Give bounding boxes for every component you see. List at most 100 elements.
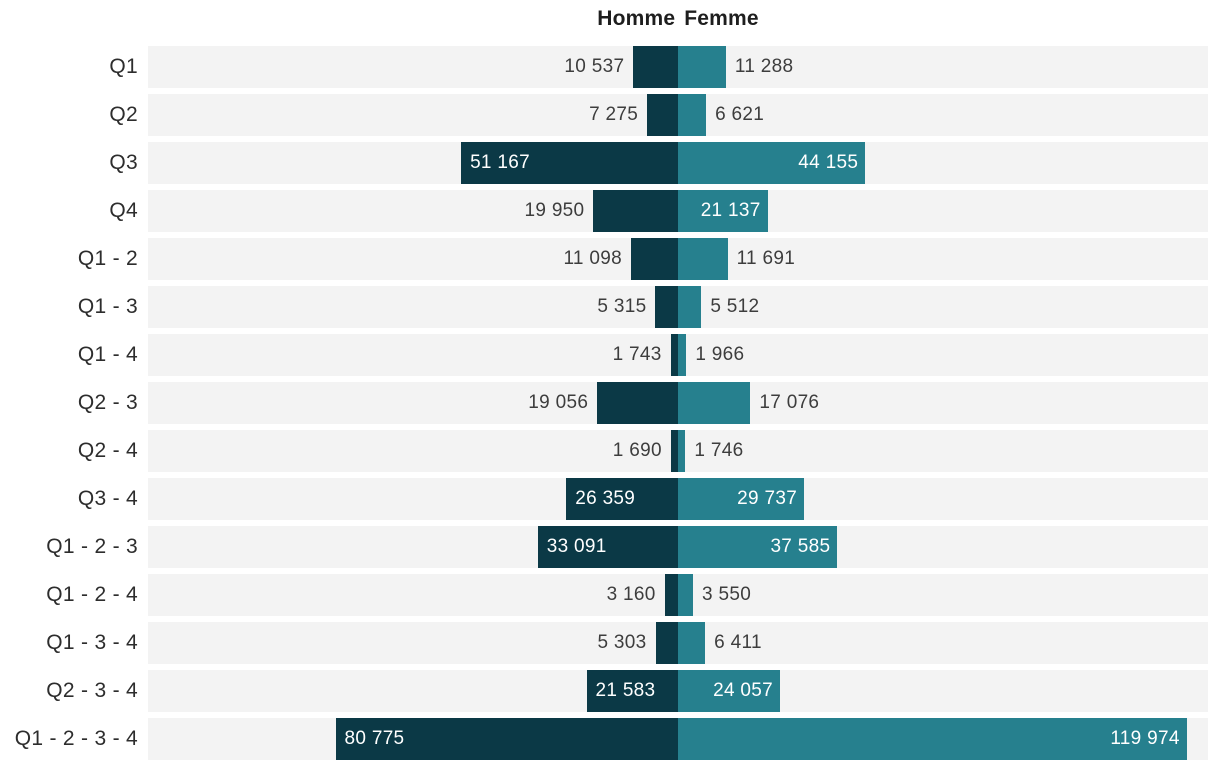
- homme-value-label: 21 583: [595, 680, 656, 701]
- chart-row: Q2 - 3 - 4 21 583 24 057: [0, 670, 1220, 712]
- femme-bar: 29 737: [678, 478, 805, 520]
- category-label: Q2 - 3: [77, 391, 138, 414]
- homme-half: 1 690: [148, 430, 678, 472]
- homme-bar: [593, 190, 678, 232]
- femme-half: 1 966: [678, 334, 1208, 376]
- chart-row: Q4 19 950 21 137: [0, 190, 1220, 232]
- homme-bar: [597, 382, 678, 424]
- chart-header: Homme Femme: [0, 0, 1220, 46]
- homme-bar: [670, 334, 678, 376]
- label-column-spacer: [0, 0, 148, 46]
- homme-half: 3 160: [148, 574, 678, 616]
- femme-bar: 24 057: [678, 670, 780, 712]
- bar-track: 1 743 1 966: [148, 334, 1208, 376]
- femme-half: 6 621: [678, 94, 1208, 136]
- femme-half: 21 137: [678, 190, 1208, 232]
- chart-row: Q1 - 4 1 743 1 966: [0, 334, 1220, 376]
- category-label: Q1 - 2 - 3: [46, 535, 138, 558]
- chart-row: Q2 7 275 6 621: [0, 94, 1220, 136]
- femme-value-label: 24 057: [713, 680, 773, 701]
- homme-bar: 33 091: [537, 526, 678, 568]
- femme-half: 11 691: [678, 238, 1208, 280]
- femme-value-label: 11 691: [736, 248, 796, 269]
- femme-bar: [678, 286, 702, 328]
- homme-half: 5 303: [148, 622, 678, 664]
- femme-half: 1 746: [678, 430, 1208, 472]
- femme-bar: 21 137: [678, 190, 768, 232]
- bar-track: 19 950 21 137: [148, 190, 1208, 232]
- category-label: Q2 - 4: [77, 439, 138, 462]
- homme-half: 1 743: [148, 334, 678, 376]
- femme-value-label: 1 966: [695, 344, 745, 365]
- homme-value-label: 5 303: [597, 632, 647, 653]
- category-label: Q1 - 4: [77, 343, 138, 366]
- femme-value-label: 5 512: [710, 296, 760, 317]
- femme-bar: [678, 382, 751, 424]
- homme-value-label: 5 315: [597, 296, 647, 317]
- homme-value-label: 19 950: [524, 200, 585, 221]
- homme-half: 51 167: [148, 142, 678, 184]
- homme-bar: [630, 238, 678, 280]
- homme-value-label: 1 743: [612, 344, 662, 365]
- femme-half: 24 057: [678, 670, 1208, 712]
- homme-half: 5 315: [148, 286, 678, 328]
- homme-half: 33 091: [148, 526, 678, 568]
- femme-bar: [678, 574, 694, 616]
- bar-track: 51 167 44 155: [148, 142, 1208, 184]
- femme-bar: [678, 94, 707, 136]
- homme-bar: 51 167: [461, 142, 678, 184]
- femme-value-label: 44 155: [798, 152, 859, 173]
- bar-track: 5 315 5 512: [148, 286, 1208, 328]
- femme-bar: [678, 334, 687, 376]
- bar-track: 1 690 1 746: [148, 430, 1208, 472]
- legend-homme: Homme: [597, 7, 676, 30]
- femme-half: 6 411: [678, 622, 1208, 664]
- femme-half: 29 737: [678, 478, 1208, 520]
- femme-bar: [678, 238, 728, 280]
- homme-bar: [655, 286, 678, 328]
- category-label: Q1 - 2 - 3 - 4: [14, 727, 138, 750]
- chart-row: Q1 - 2 - 3 33 091 37 585: [0, 526, 1220, 568]
- homme-half: 11 098: [148, 238, 678, 280]
- chart-row: Q1 - 2 11 098 11 691: [0, 238, 1220, 280]
- femme-bar: [678, 46, 726, 88]
- legend-femme: Femme: [684, 7, 759, 30]
- homme-value-label: 1 690: [612, 440, 662, 461]
- bar-track: 11 098 11 691: [148, 238, 1208, 280]
- homme-half: 80 775: [148, 718, 678, 760]
- homme-value-label: 26 359: [575, 488, 636, 509]
- bar-track: 26 359 29 737: [148, 478, 1208, 520]
- homme-bar: 80 775: [335, 718, 678, 760]
- plot-header: Homme Femme: [148, 0, 1208, 46]
- homme-value-label: 10 537: [564, 56, 625, 77]
- chart-rows: Q1 10 537 11 288 Q2 7 275 6 621 Q3 51 167 44 155…: [0, 46, 1220, 760]
- category-label: Q1: [109, 55, 138, 78]
- femme-half: 44 155: [678, 142, 1208, 184]
- category-label: Q3 - 4: [77, 487, 138, 510]
- homme-value-label: 33 091: [546, 536, 607, 557]
- homme-bar: 21 583: [586, 670, 678, 712]
- category-label: Q2: [109, 103, 138, 126]
- homme-bar: 26 359: [566, 478, 678, 520]
- homme-value-label: 3 160: [606, 584, 656, 605]
- femme-value-label: 29 737: [737, 488, 798, 509]
- femme-half: 3 550: [678, 574, 1208, 616]
- femme-half: 37 585: [678, 526, 1208, 568]
- femme-half: 11 288: [678, 46, 1208, 88]
- chart-row: Q2 - 3 19 056 17 076: [0, 382, 1220, 424]
- homme-value-label: 7 275: [589, 104, 639, 125]
- chart-row: Q1 10 537 11 288: [0, 46, 1220, 88]
- homme-half: 19 950: [148, 190, 678, 232]
- femme-half: 119 974: [678, 718, 1208, 760]
- bar-track: 7 275 6 621: [148, 94, 1208, 136]
- chart-legend: Homme Femme: [597, 7, 759, 31]
- bar-track: 5 303 6 411: [148, 622, 1208, 664]
- chart-row: Q1 - 3 - 4 5 303 6 411: [0, 622, 1220, 664]
- homme-half: 7 275: [148, 94, 678, 136]
- chart-row: Q1 - 2 - 4 3 160 3 550: [0, 574, 1220, 616]
- femme-value-label: 119 974: [1110, 728, 1180, 749]
- category-label: Q1 - 3 - 4: [46, 631, 138, 654]
- chart-row: Q1 - 3 5 315 5 512: [0, 286, 1220, 328]
- femme-value-label: 3 550: [702, 584, 752, 605]
